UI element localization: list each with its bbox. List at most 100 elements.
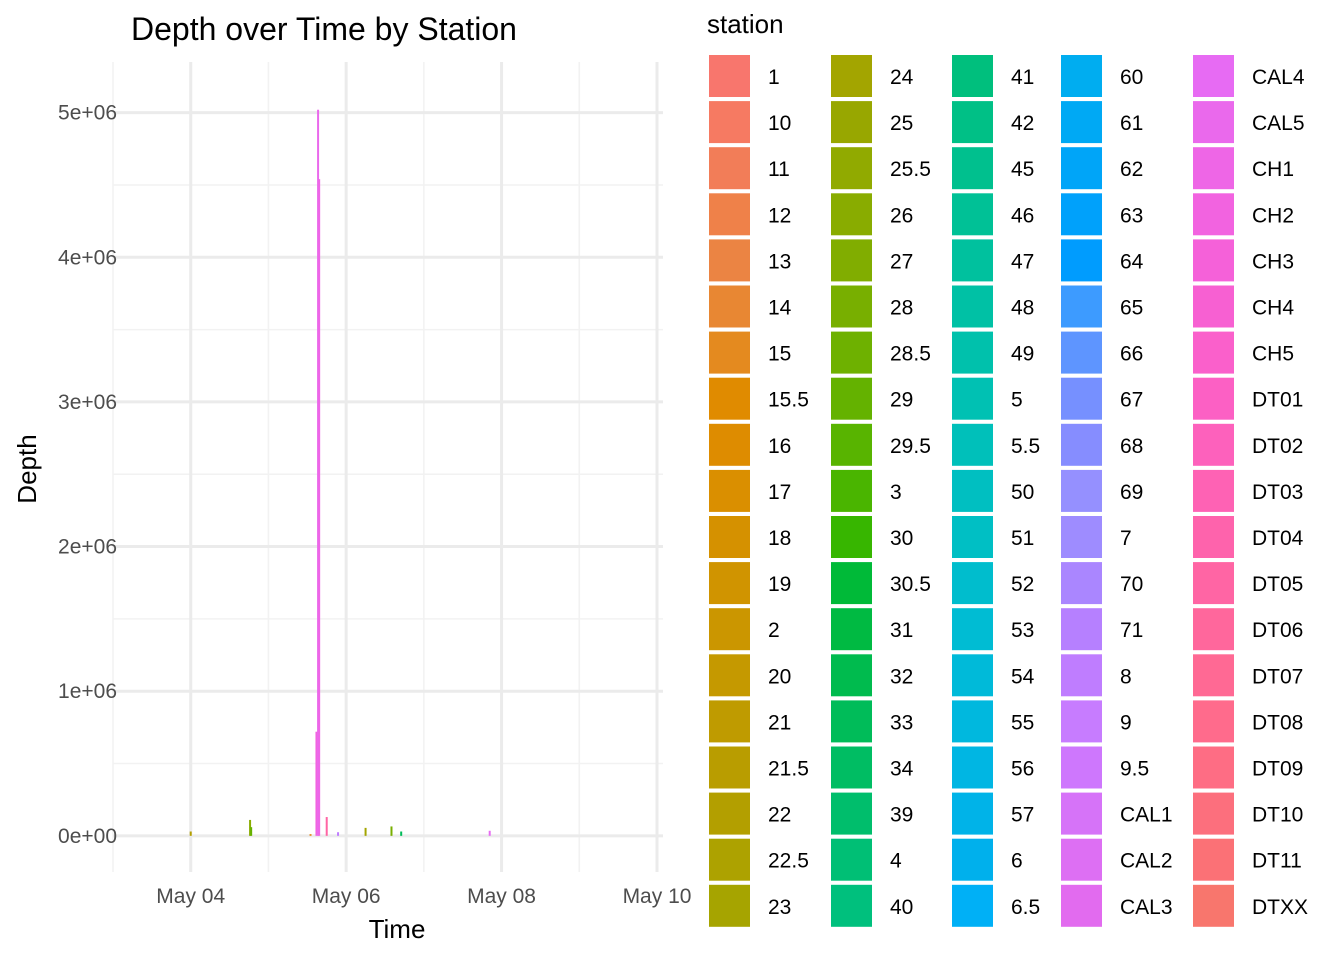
- legend-label-33: 33: [890, 711, 913, 734]
- legend-label-27: 27: [890, 250, 913, 273]
- legend-label-15.5: 15.5: [768, 389, 809, 412]
- legend-key-CH5: [1193, 331, 1234, 374]
- bar-station-CAL5: [317, 109, 320, 836]
- bar-station-CH2: [315, 731, 318, 836]
- legend-key-51: [952, 516, 993, 558]
- legend: 1 10 11 12 13 14 15 15.5 16 17 18 19 2 20 21 21.5 22 22.5…: [709, 55, 1308, 927]
- bar-station-15: [309, 834, 312, 836]
- legend-key-30: [831, 516, 872, 558]
- legend-key-CAL1: [1061, 792, 1102, 835]
- legend-key-DT08: [1193, 700, 1234, 743]
- legend-label-42: 42: [1011, 112, 1034, 135]
- bar-station-DT05: [325, 817, 328, 836]
- legend-key-21.5: [709, 746, 750, 789]
- legend-label-25: 25: [890, 112, 913, 135]
- legend-key-69: [1061, 469, 1102, 512]
- legend-label-15: 15: [768, 343, 791, 366]
- legend-label-40: 40: [890, 896, 913, 919]
- legend-key-29.5: [831, 423, 872, 466]
- legend-label-57: 57: [1011, 804, 1034, 827]
- legend-key-10: [709, 101, 750, 144]
- legend-label-3: 3: [890, 481, 902, 504]
- legend-key-CH2: [1193, 193, 1234, 236]
- legend-label-CAL1: CAL1: [1120, 804, 1173, 827]
- legend-label-56: 56: [1011, 758, 1034, 781]
- legend-label-28.5: 28.5: [890, 343, 931, 366]
- legend-key-33: [831, 700, 872, 743]
- legend-label-21: 21: [768, 711, 791, 734]
- legend-key-DT10: [1193, 792, 1234, 835]
- bar-station-33: [400, 831, 403, 836]
- legend-key-DT05: [1193, 562, 1234, 605]
- legend-label-9.5: 9.5: [1120, 758, 1149, 781]
- legend-label-CAL4: CAL4: [1252, 66, 1305, 89]
- legend-label-12: 12: [768, 204, 791, 227]
- legend-label-6: 6: [1011, 850, 1023, 873]
- legend-label-DT02: DT02: [1252, 435, 1303, 458]
- legend-key-CAL5: [1193, 101, 1234, 144]
- y-axis-ticks: 0e+00 1e+06 2e+06 3e+06 4e+06 5e+06: [58, 102, 117, 848]
- legend-label-6.5: 6.5: [1011, 896, 1040, 919]
- chart-title: Depth over Time by Station: [131, 11, 517, 47]
- legend-key-65: [1061, 285, 1102, 328]
- legend-label-DT10: DT10: [1252, 804, 1303, 827]
- legend-key-22: [709, 792, 750, 835]
- legend-key-48: [952, 285, 993, 328]
- legend-label-53: 53: [1011, 619, 1034, 642]
- legend-label-66: 66: [1120, 343, 1143, 366]
- legend-key-57: [952, 792, 993, 835]
- legend-key-23: [709, 884, 750, 927]
- legend-label-30.5: 30.5: [890, 573, 931, 596]
- y-tick-label: 4e+06: [58, 246, 117, 269]
- legend-key-9: [1061, 700, 1102, 743]
- legend-label-22.5: 22.5: [768, 850, 809, 873]
- legend-title: station: [707, 9, 784, 39]
- legend-key-9.5: [1061, 746, 1102, 789]
- y-axis-title: Depth: [12, 434, 42, 503]
- legend-label-23: 23: [768, 896, 791, 919]
- legend-label-DT01: DT01: [1252, 389, 1303, 412]
- legend-label-67: 67: [1120, 389, 1143, 412]
- legend-key-68: [1061, 423, 1102, 466]
- legend-key-8: [1061, 654, 1102, 697]
- legend-label-55: 55: [1011, 711, 1034, 734]
- legend-key-12: [709, 193, 750, 236]
- legend-key-30.5: [831, 562, 872, 605]
- legend-label-24: 24: [890, 66, 914, 89]
- legend-label-29.5: 29.5: [890, 435, 931, 458]
- legend-label-7: 7: [1120, 527, 1132, 550]
- legend-label-29: 29: [890, 389, 913, 412]
- legend-label-DT06: DT06: [1252, 619, 1303, 642]
- legend-key-52: [952, 562, 993, 605]
- legend-label-50: 50: [1011, 481, 1034, 504]
- legend-key-64: [1061, 239, 1102, 282]
- legend-key-DT03: [1193, 469, 1234, 512]
- legend-key-CH3: [1193, 239, 1234, 282]
- legend-key-63: [1061, 193, 1102, 236]
- legend-key-24: [831, 55, 872, 97]
- legend-key-25.5: [831, 147, 872, 190]
- legend-label-10: 10: [768, 112, 791, 135]
- legend-key-18: [709, 516, 750, 558]
- legend-key-DT04: [1193, 516, 1234, 558]
- legend-key-21: [709, 700, 750, 743]
- legend-label-CH1: CH1: [1252, 158, 1294, 181]
- legend-key-40: [831, 884, 872, 927]
- legend-key-3: [831, 469, 872, 512]
- legend-label-DT09: DT09: [1252, 758, 1303, 781]
- legend-key-71: [1061, 608, 1102, 651]
- legend-label-71: 71: [1120, 619, 1143, 642]
- legend-key-31: [831, 608, 872, 651]
- legend-label-64: 64: [1120, 250, 1144, 273]
- legend-label-DT08: DT08: [1252, 711, 1303, 734]
- legend-key-56: [952, 746, 993, 789]
- legend-label-25.5: 25.5: [890, 158, 931, 181]
- legend-key-70: [1061, 562, 1102, 605]
- legend-key-25: [831, 101, 872, 144]
- legend-key-5.5: [952, 423, 993, 466]
- legend-label-CAL2: CAL2: [1120, 850, 1173, 873]
- legend-key-60: [1061, 55, 1102, 97]
- legend-key-DT09: [1193, 746, 1234, 789]
- legend-key-42: [952, 101, 993, 144]
- legend-label-14: 14: [768, 297, 792, 320]
